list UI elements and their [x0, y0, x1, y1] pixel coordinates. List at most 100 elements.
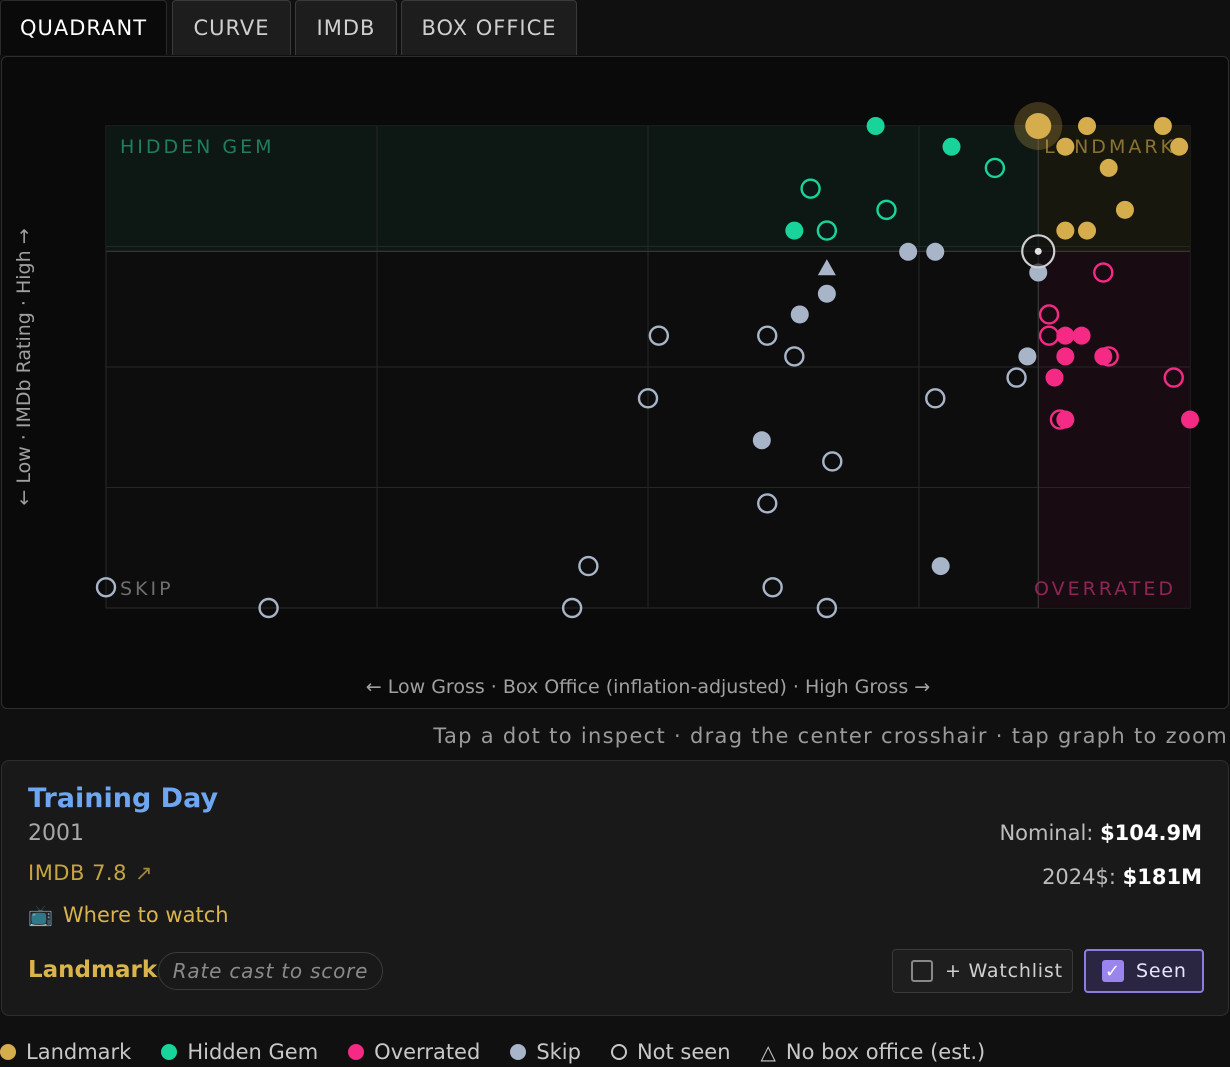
data-point-hidden-gem[interactable]	[866, 117, 885, 135]
data-point-overrated-not-seen[interactable]	[1163, 367, 1184, 388]
watchlist-checkbox[interactable]	[911, 960, 933, 982]
data-point-skip-not-seen[interactable]	[762, 577, 783, 598]
data-point-landmark[interactable]	[1078, 117, 1097, 135]
data-point-skip-not-seen[interactable]	[816, 597, 838, 619]
adjusted-value: $181M	[1122, 865, 1202, 889]
data-point-skip[interactable]	[752, 431, 771, 450]
data-point-overrated[interactable]	[1056, 410, 1075, 429]
overrated-region	[1038, 251, 1190, 608]
seen-label: Seen	[1136, 960, 1187, 982]
skip-label: SKIP	[120, 578, 174, 600]
data-point-skip[interactable]	[1018, 347, 1037, 366]
data-point-skip[interactable]	[899, 242, 918, 261]
legend-not-seen: Not seen	[610, 1040, 731, 1064]
nominal-value: $104.9M	[1100, 821, 1202, 845]
triangle-icon: △	[760, 1039, 776, 1064]
nominal-gross: Nominal: $104.9M	[999, 821, 1202, 845]
data-point-hidden-gem-not-seen[interactable]	[816, 220, 838, 241]
data-point-overrated[interactable]	[1072, 326, 1091, 345]
data-point-skip-not-seen[interactable]	[1006, 367, 1027, 388]
rate-cast-button[interactable]: Rate cast to score	[158, 952, 383, 990]
legend-skip: Skip	[510, 1040, 581, 1064]
watchlist-label: + Watchlist	[945, 960, 1063, 982]
skip-swatch	[510, 1043, 527, 1060]
tab-box-office[interactable]: BOX OFFICE	[401, 0, 577, 55]
data-point-skip-not-seen[interactable]	[578, 555, 599, 577]
tab-curve[interactable]: CURVE	[172, 0, 291, 55]
data-point-hidden-gem[interactable]	[942, 137, 961, 156]
data-point-skip-not-seen[interactable]	[757, 493, 778, 514]
legend-hidden-gem: Hidden Gem	[161, 1040, 318, 1064]
data-point-skip-not-seen[interactable]	[784, 346, 805, 367]
movie-title[interactable]: Training Day	[28, 783, 219, 814]
data-point-overrated-not-seen[interactable]	[1098, 346, 1119, 367]
movie-detail-card: Training Day 2001 IMDB 7.8 ↗ 📺 Where to w…	[1, 760, 1229, 1016]
data-point-skip-not-seen[interactable]	[757, 325, 778, 346]
x-axis-label: ← Low Gross · Box Office (inflation-adju…	[366, 676, 930, 698]
interaction-hint: Tap a dot to inspect · drag the center c…	[433, 724, 1228, 748]
landmark-swatch	[0, 1043, 16, 1060]
landmark-label: LANDMARK	[1044, 136, 1176, 158]
data-point-landmark[interactable]	[1170, 137, 1189, 156]
data-point-landmark[interactable]	[1099, 158, 1118, 177]
data-point-skip-not-seen[interactable]	[561, 597, 583, 619]
data-point-skip-not-seen[interactable]	[822, 451, 843, 472]
overrated-label: OVERRATED	[1034, 578, 1176, 600]
data-point-skip[interactable]	[931, 557, 950, 576]
data-point-hidden-gem-not-seen[interactable]	[800, 178, 821, 199]
seen-checkbox[interactable]: ✓	[1102, 960, 1124, 982]
external-link-icon: ↗	[134, 861, 154, 885]
data-point-hidden-gem-not-seen[interactable]	[876, 199, 897, 221]
data-point-hidden-gem[interactable]	[785, 221, 804, 240]
data-point-skip[interactable]	[817, 284, 836, 303]
quadrant-plot-panel[interactable]: HIDDEN GEM LANDMARK SKIP OVERRATED ← Low Gro…	[1, 56, 1229, 709]
hidden-gem-label: HIDDEN GEM	[120, 136, 275, 158]
adjusted-gross: 2024$: $181M	[1042, 865, 1202, 889]
movie-year: 2001	[28, 821, 84, 846]
hidden-gem-swatch	[161, 1043, 178, 1060]
data-point-skip-not-seen[interactable]	[648, 325, 670, 346]
overrated-swatch	[348, 1043, 365, 1060]
data-point-landmark[interactable]	[1153, 117, 1172, 135]
data-point-skip[interactable]	[1029, 263, 1048, 282]
data-point-landmark[interactable]	[1078, 221, 1097, 240]
data-point-landmark[interactable]	[1115, 200, 1134, 219]
tab-quadrant[interactable]: QUADRANT	[0, 0, 167, 55]
crosshair-center-dot	[1034, 247, 1042, 255]
legend: Landmark Hidden Gem Overrated Skip Not s…	[0, 1036, 1015, 1067]
data-point-skip-not-seen[interactable]	[637, 388, 659, 409]
data-point-overrated[interactable]	[1181, 410, 1199, 429]
where-to-watch-link[interactable]: 📺 Where to watch	[28, 903, 229, 927]
watchlist-button[interactable]: + Watchlist	[892, 949, 1073, 993]
y-axis-label: ← Low · IMDb Rating · High →	[13, 228, 35, 505]
adjusted-label: 2024$:	[1042, 865, 1116, 889]
data-point-overrated[interactable]	[1045, 368, 1064, 387]
data-point-overrated-not-seen[interactable]	[1038, 304, 1060, 325]
tv-icon: 📺	[28, 903, 53, 927]
data-point-landmark[interactable]	[1056, 137, 1075, 156]
tab-imdb[interactable]: IMDB	[295, 0, 397, 55]
data-point-skip-not-seen[interactable]	[925, 388, 946, 409]
data-point-overrated[interactable]	[1094, 347, 1113, 366]
data-point-skip-not-seen[interactable]	[95, 577, 117, 598]
data-point-landmark[interactable]	[1056, 221, 1075, 240]
where-to-watch-label: Where to watch	[62, 903, 229, 927]
quadrant-chart[interactable]: HIDDEN GEM LANDMARK SKIP OVERRATED ← Low Gro…	[2, 57, 1229, 709]
data-point-hidden-gem-not-seen[interactable]	[984, 157, 1006, 179]
data-point-landmark[interactable]	[1025, 113, 1052, 139]
data-point-overrated[interactable]	[1056, 326, 1075, 345]
legend-landmark: Landmark	[0, 1040, 131, 1064]
data-point-overrated[interactable]	[1056, 347, 1075, 366]
seen-button[interactable]: ✓ Seen	[1084, 949, 1204, 993]
data-point-skip[interactable]	[790, 305, 809, 324]
data-point-skip-not-seen[interactable]	[258, 597, 279, 619]
classification-label: Landmark	[28, 957, 158, 983]
legend-overrated: Overrated	[348, 1040, 480, 1064]
imdb-link[interactable]: IMDB 7.8 ↗	[28, 861, 153, 885]
imdb-rating: IMDB 7.8	[28, 861, 127, 885]
ring-icon	[610, 1043, 627, 1060]
nominal-label: Nominal:	[999, 821, 1094, 845]
data-point-skip[interactable]	[926, 242, 945, 261]
data-point-overrated-not-seen[interactable]	[1093, 262, 1114, 283]
data-point-no-box-office[interactable]	[817, 259, 836, 276]
